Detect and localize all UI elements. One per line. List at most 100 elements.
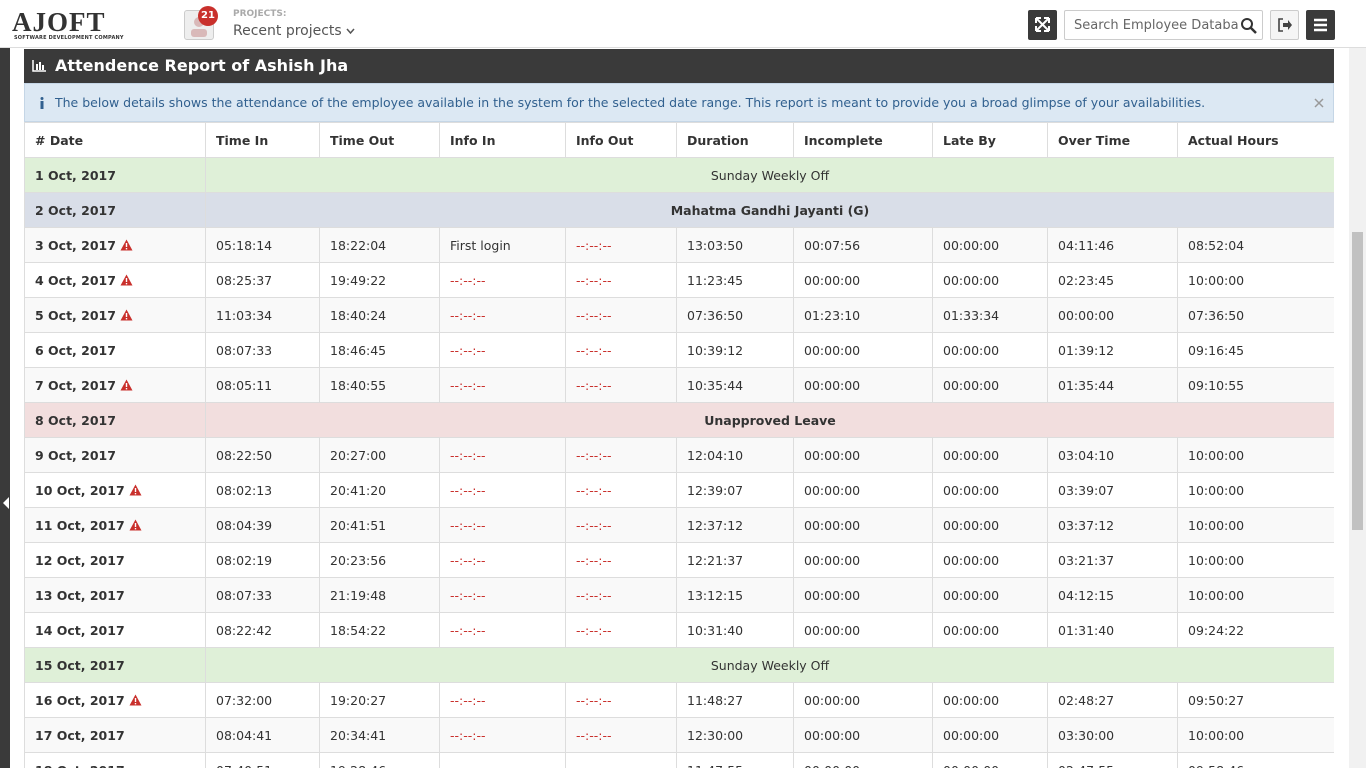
value-cell: --:--:-- <box>439 437 566 473</box>
column-header: Duration <box>676 122 794 158</box>
value-cell: 12:39:07 <box>676 472 794 508</box>
value-cell: --:--:-- <box>565 332 677 368</box>
date-text: 6 Oct, 2017 <box>35 342 116 358</box>
value-cell: --:--:-- <box>439 542 566 578</box>
sidebar-toggle[interactable] <box>0 48 10 768</box>
date-text: 8 Oct, 2017 <box>35 412 116 428</box>
chart-icon <box>32 60 46 72</box>
value-cell: 03:21:37 <box>1047 542 1178 578</box>
day-label: Sunday Weekly Off <box>205 647 1334 683</box>
date-text: 1 Oct, 2017 <box>35 167 116 183</box>
value-cell: --:--:-- <box>565 472 677 508</box>
table-row: 2 Oct, 2017 Mahatma Gandhi Jayanti (G) <box>24 192 1334 228</box>
notification-badge: 21 <box>198 6 218 26</box>
table-row: 3 Oct, 2017 05:18:14 18:22:04 First login --… <box>24 227 1334 263</box>
value-cell: --:--:-- <box>439 367 566 403</box>
value-cell: --:--:-- <box>439 682 566 718</box>
table-row: 7 Oct, 2017 08:05:11 18:40:55 --:--:-- --:--… <box>24 367 1334 403</box>
value-cell: 08:07:33 <box>205 332 320 368</box>
value-cell: --:--:-- <box>565 297 677 333</box>
value-cell: 10:00:00 <box>1177 542 1334 578</box>
fullscreen-button[interactable] <box>1028 10 1057 40</box>
search-input[interactable] <box>1064 10 1263 40</box>
value-cell: 13:03:50 <box>676 227 794 263</box>
logo[interactable]: AJOFT <box>12 7 106 37</box>
projects-dropdown[interactable]: Recent projects <box>233 23 355 39</box>
logo-tagline: SOFTWARE DEVELOPMENT COMPANY <box>14 35 124 41</box>
value-cell: --:--:-- <box>565 752 677 768</box>
attendance-table: # Date Time In Time Out Info In Info Out Dura… <box>24 122 1334 768</box>
value-cell: 00:00:00 <box>793 472 933 508</box>
date-text: 7 Oct, 2017 <box>35 377 116 393</box>
value-cell: 13:12:15 <box>676 577 794 613</box>
value-cell: 11:48:27 <box>676 682 794 718</box>
date-text: 3 Oct, 2017 <box>35 237 116 253</box>
search-icon[interactable] <box>1240 17 1258 35</box>
value-cell: 09:10:55 <box>1177 367 1334 403</box>
value-cell: 20:34:41 <box>319 717 440 753</box>
value-cell: 10:00:00 <box>1177 262 1334 298</box>
value-cell: --:--:-- <box>565 437 677 473</box>
value-cell: 07:36:50 <box>1177 297 1334 333</box>
arrow-icon <box>3 497 9 509</box>
value-cell: 20:41:51 <box>319 507 440 543</box>
date-text: 9 Oct, 2017 <box>35 447 116 463</box>
value-cell: 12:04:10 <box>676 437 794 473</box>
date-cell: 15 Oct, 2017 <box>24 647 206 683</box>
menu-button[interactable] <box>1306 10 1335 40</box>
value-cell: 08:02:19 <box>205 542 320 578</box>
table-row: 10 Oct, 2017 08:02:13 20:41:20 --:--:-- --:-… <box>24 472 1334 508</box>
value-cell: 00:00:00 <box>932 717 1048 753</box>
value-cell: 10:00:00 <box>1177 717 1334 753</box>
top-bar: AJOFT SOFTWARE DEVELOPMENT COMPANY 21 PR… <box>0 0 1366 48</box>
value-cell: 18:46:45 <box>319 332 440 368</box>
date-cell: 5 Oct, 2017 <box>24 297 206 333</box>
value-cell: First login <box>439 227 566 263</box>
warning-icon <box>120 239 133 250</box>
table-row: 8 Oct, 2017 Unapproved Leave <box>24 402 1334 438</box>
value-cell: --:--:-- <box>439 717 566 753</box>
dropdown-text: Recent projects <box>233 23 342 39</box>
date-text: 5 Oct, 2017 <box>35 307 116 323</box>
table-row: 11 Oct, 2017 08:04:39 20:41:51 --:--:-- --:-… <box>24 507 1334 543</box>
date-cell: 11 Oct, 2017 <box>24 507 206 543</box>
info-alert: The below details shows the attendance o… <box>24 83 1334 122</box>
value-cell: 00:00:00 <box>932 682 1048 718</box>
value-cell: 20:23:56 <box>319 542 440 578</box>
value-cell: 00:00:00 <box>1047 297 1178 333</box>
value-cell: --:--:-- <box>565 577 677 613</box>
value-cell: 08:05:11 <box>205 367 320 403</box>
value-cell: 04:12:15 <box>1047 577 1178 613</box>
date-text: 2 Oct, 2017 <box>35 202 116 218</box>
value-cell: 01:35:44 <box>1047 367 1178 403</box>
date-text: 12 Oct, 2017 <box>35 552 125 568</box>
value-cell: 09:24:22 <box>1177 612 1334 648</box>
close-alert[interactable] <box>1314 98 1324 108</box>
value-cell: 08:22:42 <box>205 612 320 648</box>
date-text: 14 Oct, 2017 <box>35 622 125 638</box>
value-cell: --:--:-- <box>439 577 566 613</box>
value-cell: 12:30:00 <box>676 717 794 753</box>
scrollbar-thumb[interactable] <box>1352 232 1363 530</box>
value-cell: 18:40:24 <box>319 297 440 333</box>
table-row: 12 Oct, 2017 08:02:19 20:23:56 --:--:-- --:-… <box>24 542 1334 578</box>
value-cell: --:--:-- <box>439 612 566 648</box>
value-cell: 00:00:00 <box>793 542 933 578</box>
value-cell: 09:16:45 <box>1177 332 1334 368</box>
table-row: 5 Oct, 2017 11:03:34 18:40:24 --:--:-- --:--… <box>24 297 1334 333</box>
column-header: # Date <box>24 122 206 158</box>
value-cell: --:--:-- <box>565 612 677 648</box>
caret <box>346 28 355 35</box>
value-cell: 00:00:00 <box>932 472 1048 508</box>
date-cell: 4 Oct, 2017 <box>24 262 206 298</box>
date-text: 16 Oct, 2017 <box>35 692 125 708</box>
warning-icon <box>120 309 133 320</box>
info-icon <box>40 97 44 109</box>
value-cell: 00:00:00 <box>932 577 1048 613</box>
value-cell: 11:03:34 <box>205 297 320 333</box>
logout-button[interactable] <box>1270 10 1299 40</box>
value-cell: 01:31:40 <box>1047 612 1178 648</box>
date-cell: 1 Oct, 2017 <box>24 157 206 193</box>
value-cell: 00:00:00 <box>793 612 933 648</box>
